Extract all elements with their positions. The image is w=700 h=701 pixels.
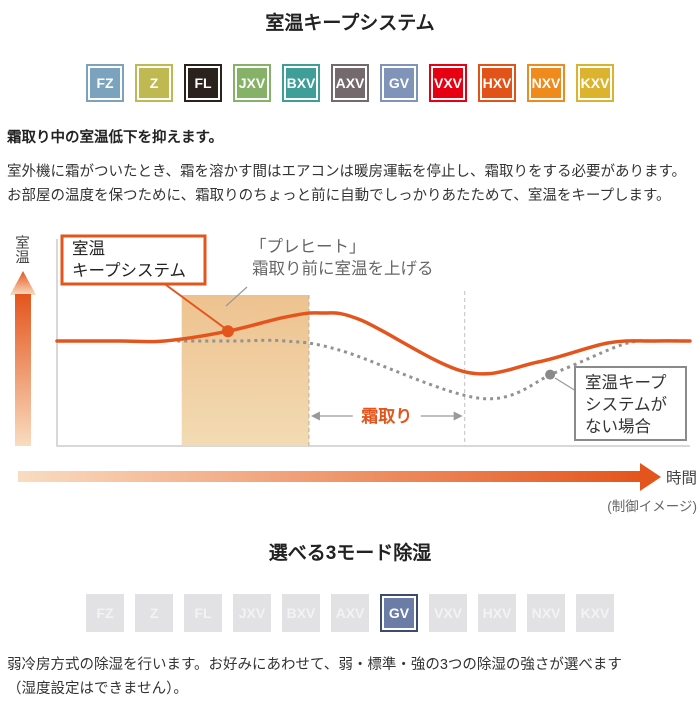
y-axis-label: 室温 — [13, 235, 29, 265]
model-badge-jxv: JXV — [233, 64, 271, 102]
keep-leader-line — [161, 281, 227, 330]
model-badge2-fz: FZ — [86, 594, 124, 632]
preheat-label-line1: 「プレヒート」 — [250, 237, 366, 256]
section2-body-text: 弱冷房方式の除湿を行います。お好みにあわせて、弱・標準・強の3つの除湿の強さが選… — [7, 657, 622, 697]
plot-border — [56, 239, 690, 447]
y-axis-arrow — [10, 271, 36, 446]
model-badge2-fl: FL — [184, 594, 222, 632]
model-badge2-nxv: NXV — [527, 594, 565, 632]
model-badge-vxv: VXV — [429, 64, 467, 102]
temperature-keep-chart: 室温 室温 キープシステム 「プレヒート」 霜取り前に室温を上げる 霜取り 室温… — [0, 227, 700, 517]
keep-system-dot — [221, 325, 234, 338]
model-badge2-z: Z — [135, 594, 173, 632]
model-badge-fz: FZ — [86, 64, 124, 102]
preheat-shaded-region — [181, 295, 309, 446]
keep-system-curve — [55, 311, 692, 376]
section1-body-text: 室外機に霜がついたとき、霜を溶かす間はエアコンは暖房運転を停止し、霜取りをする必… — [7, 164, 687, 204]
model-badge2-hxv: HXV — [478, 594, 516, 632]
model-badge2-vxv: VXV — [429, 594, 467, 632]
model-badge-kxv: KXV — [576, 64, 614, 102]
no-system-leader-line — [554, 377, 577, 392]
model-badge2-gv: GV — [380, 594, 418, 632]
no-system-label-line1: 室温キープ — [585, 373, 667, 392]
chart-note: (制御イメージ) — [607, 499, 697, 514]
no-system-dot — [545, 369, 556, 380]
no-system-label-box: 室温キープ システムが ない場合 — [574, 366, 687, 441]
model-badge2-kxv: KXV — [576, 594, 614, 632]
section2-title: 選べる3モード除湿 — [268, 543, 432, 564]
defrost-label: 霜取り — [360, 407, 412, 426]
section1-title: 室温キープシステム — [265, 13, 435, 34]
x-axis-label: 時間 — [666, 469, 697, 487]
preheat-label-line2: 霜取り前に室温を上げる — [252, 259, 434, 278]
model-badge2-axv: AXV — [331, 594, 369, 632]
model-badge2-jxv: JXV — [233, 594, 271, 632]
keep-system-label-box: 室温 キープシステム — [60, 234, 207, 286]
model-badge-gv: GV — [380, 64, 418, 102]
model-badge-row-2: FZ Z FL JXV BXV AXV GV VXV HXV NXV KXV — [0, 594, 700, 632]
time-axis-arrow — [18, 463, 661, 491]
model-badge-bxv: BXV — [282, 64, 320, 102]
model-badge-hxv: HXV — [478, 64, 516, 102]
model-badge2-bxv: BXV — [282, 594, 320, 632]
model-badge-axv: AXV — [331, 64, 369, 102]
no-system-label-line3: ない場合 — [585, 417, 651, 436]
model-badge-row-1: FZ Z FL JXV BXV AXV GV VXV HXV NXV KXV — [0, 64, 700, 102]
preheat-leader-line — [225, 286, 248, 307]
model-badge-nxv: NXV — [527, 64, 565, 102]
no-system-label-line2: システムが — [585, 395, 668, 414]
model-badge-z: Z — [135, 64, 173, 102]
defrost-arrow — [310, 411, 463, 421]
model-badge-fl: FL — [184, 64, 222, 102]
section1-lead-text: 霜取り中の室温低下を抑えます。 — [7, 130, 224, 146]
keep-system-label-line2: キープシステム — [72, 261, 186, 280]
keep-system-label-line1: 室温 — [72, 239, 105, 258]
